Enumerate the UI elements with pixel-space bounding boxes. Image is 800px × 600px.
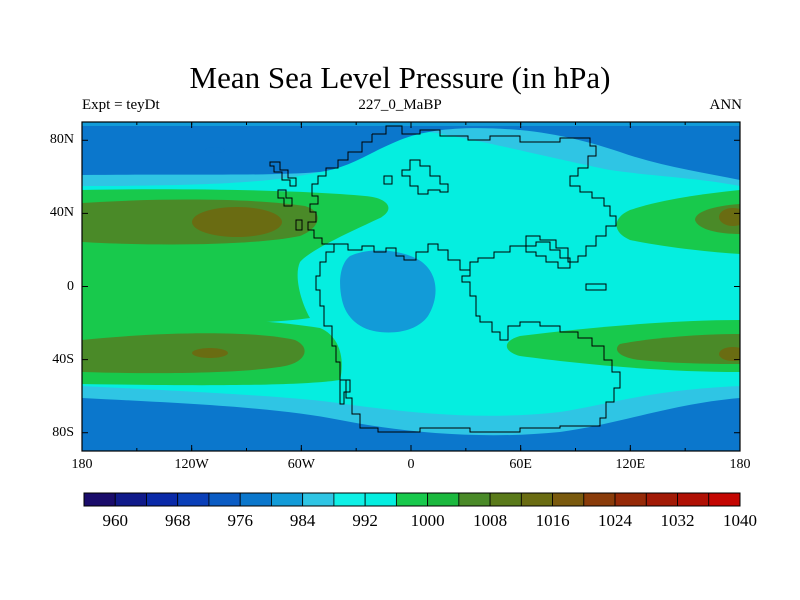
colorbar-swatch [114,492,147,507]
colorbar-swatch [614,492,647,507]
colorbar-swatch [395,492,429,507]
lon-label: 60W [287,457,315,472]
colorbar-swatch [489,492,522,507]
colorbar-label: 984 [289,511,316,530]
colorbar-swatch [708,492,741,507]
pressure-fill-1024-ne [719,208,740,226]
colorbar-label: 1000 [410,511,445,530]
colorbar-swatch [427,492,460,507]
lon-label: 180 [729,457,751,472]
pressure-fill-1016-se [616,334,740,364]
axis-ticks [81,122,741,451]
colorbar [83,492,741,507]
colorbar-label: 1040 [723,511,757,530]
colorbar-swatch [583,492,616,507]
map-title: Mean Sea Level Pressure (in hPa) [189,60,611,95]
northern-islands [269,161,303,231]
colorbar-swatch [520,492,553,507]
lon-label: 120E [615,457,646,472]
colorbar-label: 1008 [473,511,508,530]
colorbar-swatch [302,492,335,507]
pressure-fill-1024-se [719,347,740,361]
east-coast [525,241,607,291]
lon-label: 60E [509,457,532,472]
colorbar-label: 968 [164,511,191,530]
colorbar-label: 1024 [598,511,633,530]
pangaea-coastline [315,125,621,433]
lat-label: 0 [67,278,74,294]
colorbar-frame [83,492,741,507]
colorbar-label: 976 [227,511,253,530]
season-label: ANN [709,97,743,113]
lat-label: 40N [49,205,74,221]
colorbar-swatch [177,492,210,507]
pressure-fill-1024-sw [192,348,228,358]
colorbar-swatch [271,492,304,507]
colorbar-swatch [645,492,678,507]
lat-label: 80N [49,132,74,148]
period-label: 227_0_MaBP [358,97,442,113]
pressure-fill-984-south [82,398,740,451]
colorbar-swatch [333,492,366,507]
continent-outline [269,125,621,433]
colorbar-swatch [677,492,710,507]
colorbar-label: 1032 [660,511,695,530]
colorbar-swatch [552,492,585,507]
colorbar-label: 960 [102,511,128,530]
lon-label: 180 [71,457,93,472]
colorbar-label: 1016 [535,511,570,530]
colorbar-swatch [146,492,179,507]
colorbar-swatch [83,492,116,507]
lat-label: 40S [52,351,74,367]
experiment-label: Expt = teyDt [82,97,160,113]
pressure-field [82,122,740,451]
colorbar-label: 992 [352,511,378,530]
colorbar-swatch [364,492,397,507]
colorbar-swatch [239,492,272,507]
colorbar-swatch [458,492,491,507]
pressure-fill-1008-ne [616,190,740,254]
pressure-fill-1024-nw [192,207,282,237]
colorbar-swatch [208,492,241,507]
lat-label: 80S [52,424,74,440]
lon-label: 120W [174,457,209,472]
lon-label: 0 [407,457,415,472]
pressure-fill-984-north [82,122,740,180]
pressure-fill-992-continent [340,250,436,333]
southern-coast [339,379,351,405]
north-coastline-west [307,134,373,252]
pressure-fill-984-spot [205,147,225,153]
tethys-coast [383,159,449,195]
